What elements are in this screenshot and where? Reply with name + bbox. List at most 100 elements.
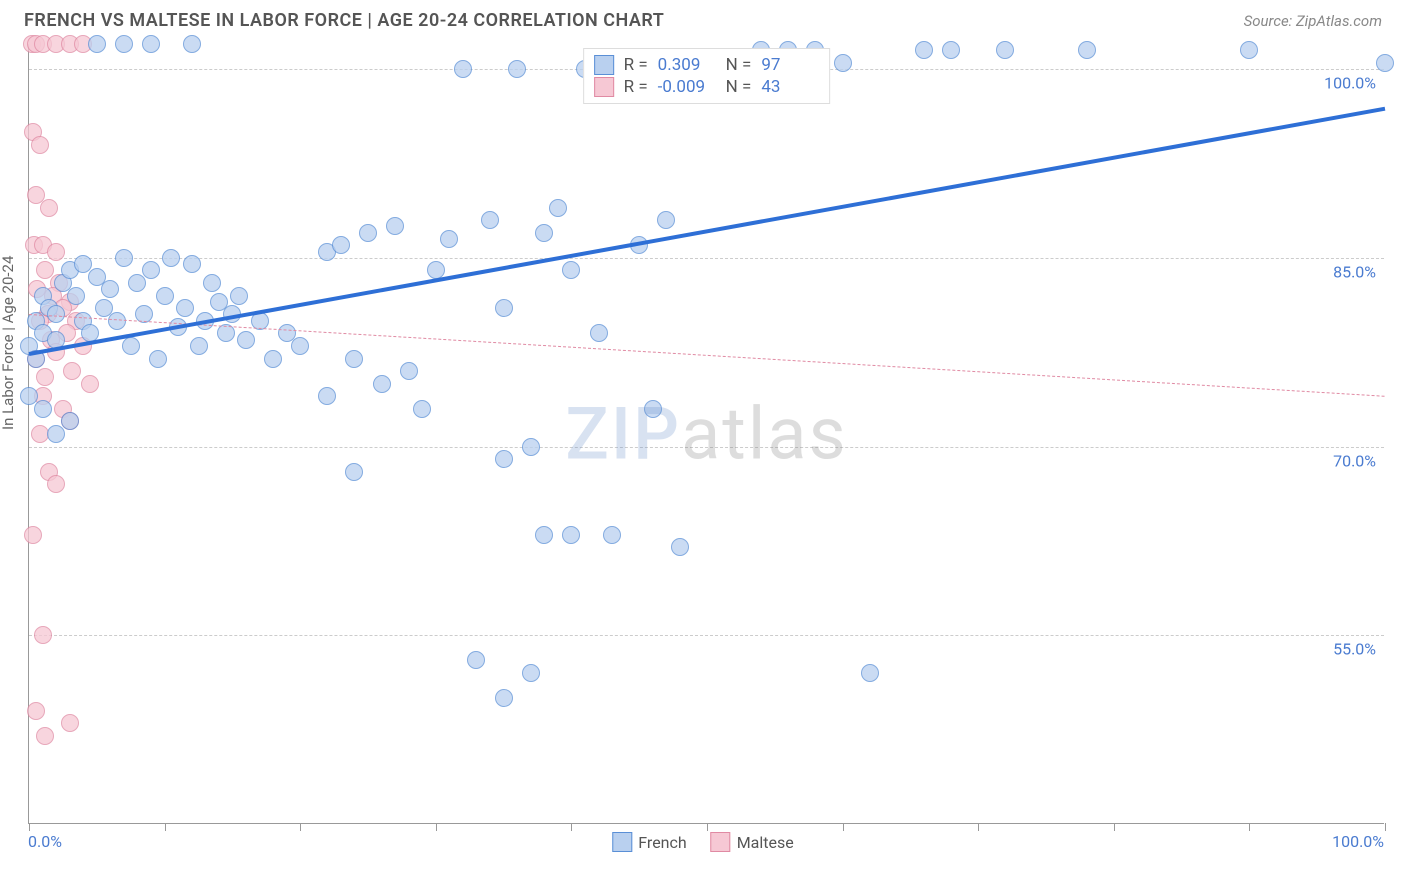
french-point [467,651,485,669]
correlation-row-maltese: R = -0.009 N = 43 [594,77,820,97]
x-tick [29,823,30,831]
french-point [413,400,431,418]
french-point [67,287,85,305]
maltese-trendline [29,314,1385,397]
french-point [562,526,580,544]
gridline [29,635,1384,636]
french-point [373,375,391,393]
french-point [942,41,960,59]
x-tick [1249,823,1250,831]
maltese-point [40,199,58,217]
french-trendline [29,107,1386,356]
french-point [996,41,1014,59]
y-tick-label: 100.0% [1324,74,1376,93]
french-point [603,526,621,544]
french-point [345,463,363,481]
french-point [203,274,221,292]
french-point [644,400,662,418]
french-point [522,438,540,456]
chart-plot-area: 55.0%70.0%85.0%100.0% ZIPatlas R = 0.309… [28,44,1384,824]
x-tick [978,823,979,831]
maltese-point [63,362,81,380]
x-tick [436,823,437,831]
correlation-row-french: R = 0.309 N = 97 [594,55,820,75]
french-point [318,387,336,405]
french-swatch-icon [594,55,614,75]
french-point [535,224,553,242]
french-point [508,60,526,78]
french-point [183,35,201,53]
french-point [345,350,363,368]
french-point [101,280,119,298]
french-point [183,255,201,273]
x-tick [843,823,844,831]
gridline [29,258,1384,259]
y-axis-title: In Labor Force | Age 20-24 [0,256,17,430]
french-point [386,217,404,235]
french-point [332,236,350,254]
french-point [34,400,52,418]
x-tick [165,823,166,831]
french-point [454,60,472,78]
french-point [115,249,133,267]
x-tick [571,823,572,831]
french-point [237,331,255,349]
french-point [915,41,933,59]
french-point [115,35,133,53]
french-point [61,412,79,430]
french-point [495,450,513,468]
french-point [535,526,553,544]
french-point [861,664,879,682]
maltese-point [36,727,54,745]
french-point [359,224,377,242]
french-point [671,538,689,556]
x-tick [1114,823,1115,831]
french-point [291,337,309,355]
maltese-point [34,626,52,644]
x-tick [300,823,301,831]
french-point [481,211,499,229]
maltese-point [47,243,65,261]
x-tick [1385,823,1386,831]
french-point [834,54,852,72]
french-point [657,211,675,229]
maltese-point [27,702,45,720]
maltese-point [24,526,42,544]
french-point [190,337,208,355]
french-point [1078,41,1096,59]
french-point [495,689,513,707]
y-tick-label: 70.0% [1333,451,1376,470]
correlation-legend: R = 0.309 N = 97 R = -0.009 N = 43 [583,48,831,104]
french-point [108,312,126,330]
french-point [590,324,608,342]
source-label: Source: ZipAtlas.com [1244,12,1382,30]
french-point [142,35,160,53]
french-point [176,299,194,317]
french-point [1376,54,1394,72]
maltese-point [61,714,79,732]
legend-item-french: French [612,832,686,852]
french-point [522,664,540,682]
gridline [29,447,1384,448]
x-tick-end: 100.0% [1332,832,1384,851]
maltese-point [47,475,65,493]
x-tick [707,823,708,831]
french-point [264,350,282,368]
y-tick-label: 85.0% [1333,262,1376,281]
y-tick-label: 55.0% [1333,640,1376,659]
french-point [88,35,106,53]
french-point [156,287,174,305]
french-point [562,261,580,279]
maltese-swatch-icon [594,77,614,97]
x-tick-start: 0.0% [28,832,62,851]
french-point [400,362,418,380]
french-point [162,249,180,267]
french-point [495,299,513,317]
maltese-swatch-icon [711,832,731,852]
maltese-point [31,136,49,154]
french-point [149,350,167,368]
french-point [440,230,458,248]
series-legend: French Maltese [612,832,793,852]
legend-item-maltese: Maltese [711,832,794,852]
french-point [122,337,140,355]
